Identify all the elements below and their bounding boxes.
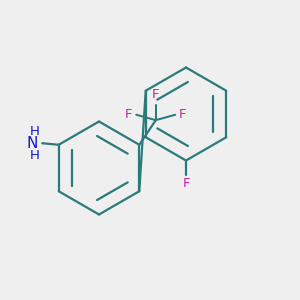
Text: F: F <box>125 108 133 121</box>
Text: F: F <box>179 108 187 121</box>
Text: F: F <box>152 88 160 101</box>
Text: F: F <box>182 177 190 190</box>
Text: H: H <box>30 125 40 138</box>
Text: H: H <box>30 149 40 162</box>
Text: N: N <box>27 136 38 151</box>
